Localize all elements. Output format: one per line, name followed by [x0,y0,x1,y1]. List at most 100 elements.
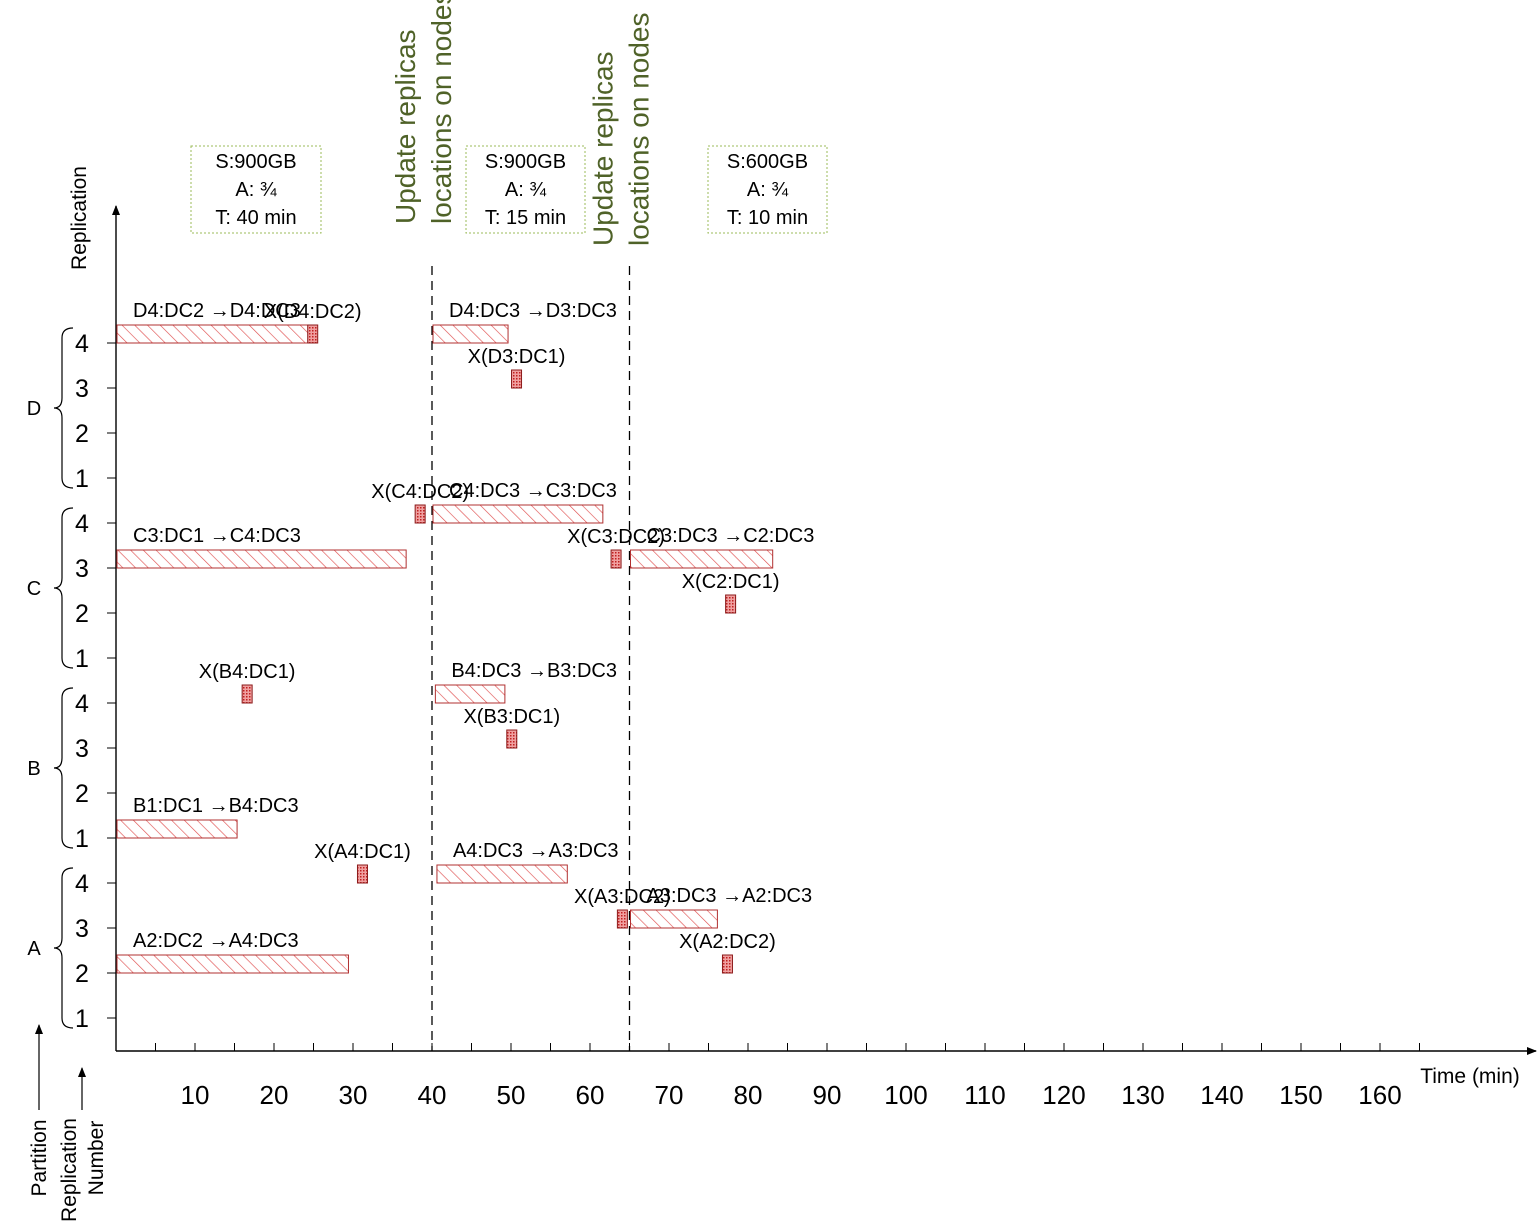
transfer-bar-B1-3 [116,819,238,839]
deletion-marker-C3-6 [610,549,622,569]
partition-label-B: B [27,758,40,780]
replica-number-B1: 1 [75,825,89,853]
transfer-bar-B4-4 [434,684,506,704]
partition-caption: Partition [28,1119,51,1196]
y-axis-title: Replication [68,166,91,270]
replica-number-D1: 1 [75,465,89,493]
replica-number-D2: 2 [75,420,89,448]
deletion-marker-C4-5 [414,504,426,524]
x-tick-label-140: 140 [1200,1080,1243,1110]
phase-availability-2: A: ¾ [505,179,546,201]
deletion-label-2: X(A2:DC2) [679,931,776,953]
x-tick-label-150: 150 [1279,1080,1322,1110]
transfer-label-0: A2:DC2 →A4:DC3 [133,930,299,952]
deletion-marker-B4-3 [241,684,253,704]
x-tick-label-80: 80 [734,1080,763,1110]
x-axis-title: Time (min) [1420,1065,1520,1088]
deletion-label-1: X(A3:DC2) [574,886,671,908]
deletion-marker-D3-9 [511,369,523,389]
x-tick-label-110: 110 [964,1080,1005,1110]
transfer-label-5: C3:DC1 →C4:DC3 [133,525,301,547]
transfer-bar-A4-1 [436,864,568,884]
phase-size-3: S:600GB [727,151,808,173]
replica-number-A4: 4 [75,870,89,898]
transfer-bar-C4-6 [432,504,604,524]
transfer-label-6: C4:DC3 →C3:DC3 [449,480,617,502]
deletion-label-7: X(C2:DC1) [682,571,780,593]
deletion-label-4: X(B3:DC1) [463,706,560,728]
replica-number-A2: 2 [75,960,89,988]
x-tick-label-120: 120 [1042,1080,1085,1110]
partition-label-C: C [27,578,41,600]
transfer-bar-D4-8 [116,324,309,344]
x-tick-label-60: 60 [576,1080,605,1110]
deletion-marker-C2-7 [725,594,737,614]
replica-number-B3: 3 [75,735,89,763]
transfer-bar-C3-5 [116,549,407,569]
replica-number-B2: 2 [75,780,89,808]
deletion-label-9: X(D3:DC1) [468,346,566,368]
x-tick-label-130: 130 [1121,1080,1164,1110]
phase-box-2 [465,145,586,234]
phase-box-3 [707,145,828,234]
x-tick-label-70: 70 [655,1080,684,1110]
transfer-label-8: D4:DC2 →D4:DC3 [133,300,301,322]
transfer-label-3: B1:DC1 →B4:DC3 [133,795,299,817]
replica-number-A1: 1 [75,1005,89,1033]
deletion-marker-D4-8 [307,324,319,344]
x-tick-label-100: 100 [884,1080,927,1110]
deletion-marker-B3-4 [506,729,518,749]
phase-availability-1: A: ¾ [235,179,276,201]
partition-brace-C [53,507,74,669]
transfer-bar-A2-0 [116,954,349,974]
phase-size-2: S:900GB [485,151,566,173]
replica-number-C1: 1 [75,645,89,673]
update-replicas-line1-2: Update replicas [588,51,619,246]
deletion-marker-A2-2 [721,954,733,974]
update-replicas-line1-1: Update replicas [390,29,421,224]
update-replicas-label-1: Update replicas locations on nodes [390,0,457,224]
deletion-label-6: X(C3:DC2) [567,526,665,548]
update-replicas-line2-1: locations on nodes [426,0,457,224]
phase-box-1 [190,145,322,234]
transfer-bar-C3-7 [630,549,774,569]
phase-availability-3: A: ¾ [747,179,788,201]
transfer-bar-D4-9 [432,324,509,344]
transfer-label-2: A3:DC3 →A2:DC3 [647,885,813,907]
replica-number-C4: 4 [75,510,89,538]
phase-time-2: T: 15 min [485,207,566,229]
transfer-label-4: B4:DC3 →B3:DC3 [451,660,617,682]
partition-label-A: A [27,938,41,960]
replica-number-C2: 2 [75,600,89,628]
phase-time-3: T: 10 min [727,207,808,229]
deletion-label-3: X(B4:DC1) [199,661,296,683]
replica-number-A3: 3 [75,915,89,943]
deletion-label-5: X(C4:DC2) [371,481,469,503]
partition-brace-B [53,687,74,849]
replica-number-D4: 4 [75,330,89,358]
replica-number-C3: 3 [75,555,89,583]
deletion-marker-A4-0 [356,864,368,884]
replica-number-D3: 3 [75,375,89,403]
transfer-label-7: C3:DC3 →C2:DC3 [647,525,815,547]
update-replicas-line2-2: locations on nodes [624,12,655,246]
replication-number-caption-line2: Number [85,1121,108,1196]
transfer-label-9: D4:DC3 →D3:DC3 [449,300,617,322]
partition-label-D: D [27,398,41,420]
partition-brace-D [53,327,74,489]
x-tick-label-20: 20 [260,1080,289,1110]
replica-number-B4: 4 [75,690,89,718]
x-tick-label-30: 30 [339,1080,368,1110]
update-replicas-label-2: Update replicas locations on nodes [588,12,655,246]
deletion-marker-A3-1 [616,909,628,929]
x-tick-label-50: 50 [497,1080,526,1110]
x-tick-label-40: 40 [418,1080,447,1110]
transfer-bar-A3-2 [630,909,718,929]
replication-number-caption-line1: Replication [58,1118,81,1222]
x-tick-label-160: 160 [1358,1080,1401,1110]
x-tick-label-10: 10 [181,1080,210,1110]
partition-brace-A [53,867,74,1029]
phase-time-1: T: 40 min [215,207,296,229]
deletion-label-0: X(A4:DC1) [314,841,411,863]
